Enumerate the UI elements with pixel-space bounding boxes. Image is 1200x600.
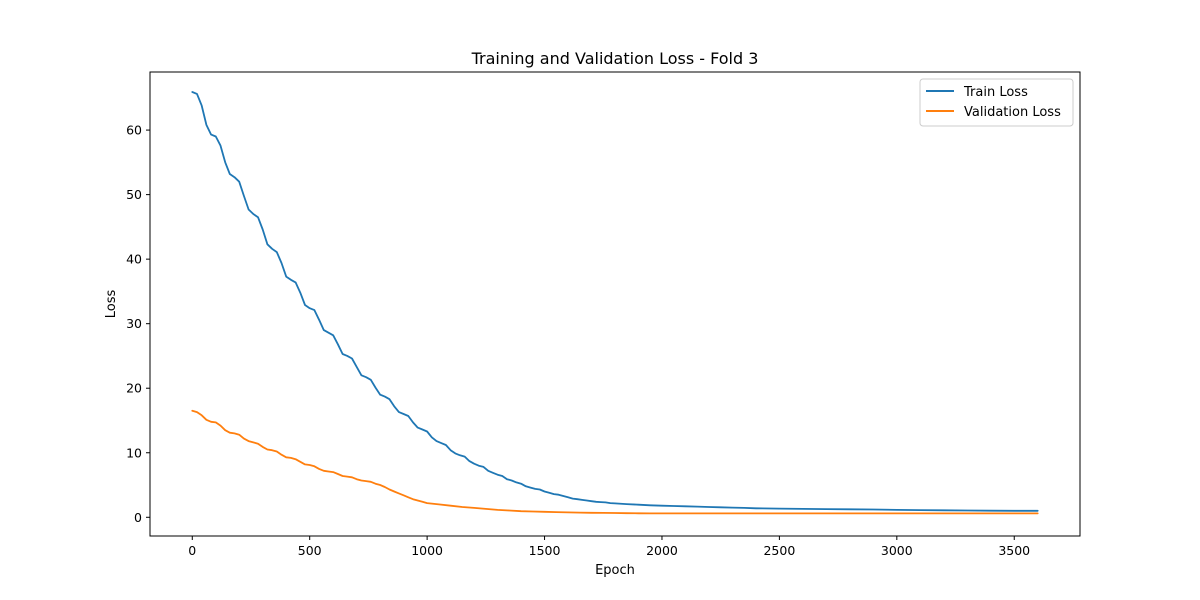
series-layer [191,91,1039,515]
y-tick-label: 0 [134,510,142,525]
x-tick-label: 1500 [529,543,561,558]
y-tick-label: 10 [126,445,142,460]
legend-label-validation-loss: Validation Loss [964,105,1061,120]
x-tick-label: 2500 [763,543,795,558]
x-axis-ticks: 0 500 1000 1500 2000 2500 3000 3500 [188,536,1030,558]
x-tick-label: 3000 [881,543,913,558]
y-axis-ticks: 0 10 20 30 40 50 60 [126,123,150,525]
x-tick-label: 2000 [646,543,678,558]
series-line-train-loss [191,91,1039,512]
x-axis-label: Epoch [595,563,635,578]
series-line-validation-loss [191,409,1039,515]
chart-title: Training and Validation Loss - Fold 3 [471,49,759,68]
y-tick-label: 20 [126,381,142,396]
x-tick-label: 500 [298,543,322,558]
plot-area: 0 500 1000 1500 2000 2500 3000 3500 0 10 20 30 40 50… [126,71,1081,558]
y-tick-label: 50 [126,187,142,202]
y-tick-label: 60 [126,123,142,138]
legend-label-train-loss: Train Loss [963,85,1028,100]
y-tick-label: 30 [126,316,142,331]
y-tick-label: 40 [126,252,142,267]
axes-frame [149,71,1081,537]
x-tick-label: 0 [188,543,196,558]
x-tick-label: 3500 [998,543,1030,558]
y-axis-label: Loss [104,290,119,319]
legend-box [919,78,1074,127]
x-tick-label: 1000 [411,543,443,558]
legend: Train Loss Validation Loss [919,78,1074,127]
